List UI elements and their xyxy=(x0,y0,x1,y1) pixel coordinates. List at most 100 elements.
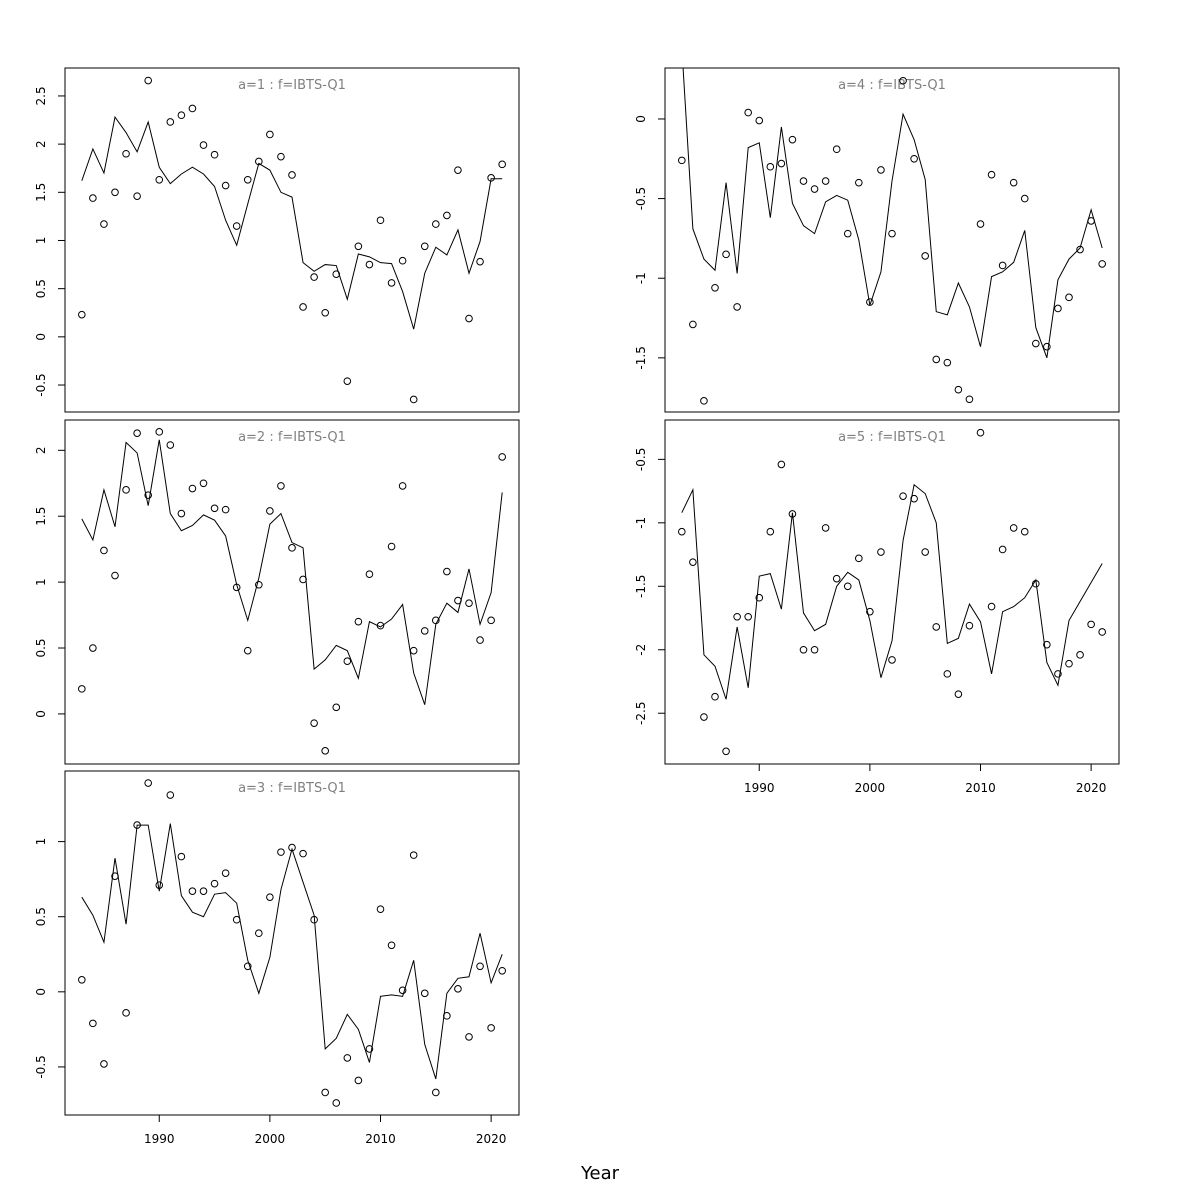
fitted-line xyxy=(81,439,503,705)
observed-point xyxy=(409,851,418,859)
observed-point xyxy=(89,644,97,652)
y-tick-label: 0.5 xyxy=(34,907,48,926)
observed-point xyxy=(277,482,285,490)
observed-point xyxy=(1076,651,1084,659)
observed-point xyxy=(266,507,274,515)
observed-point xyxy=(387,279,396,287)
observed-point xyxy=(255,929,263,938)
observed-point xyxy=(877,166,885,174)
observed-point xyxy=(78,685,86,693)
observed-point xyxy=(133,429,141,437)
observed-point xyxy=(133,192,141,200)
observed-point xyxy=(299,849,307,858)
observed-point xyxy=(965,621,974,630)
observed-point xyxy=(465,1033,473,1041)
observed-point xyxy=(376,216,385,225)
observed-point xyxy=(821,177,830,185)
observed-point xyxy=(78,976,86,984)
observed-point xyxy=(888,656,896,664)
observed-point xyxy=(144,779,152,787)
observed-point xyxy=(454,166,462,174)
x-tick-label: 2020 xyxy=(476,1132,507,1146)
observed-point xyxy=(122,486,130,494)
observed-point xyxy=(343,1054,352,1062)
y-tick-label: -0.5 xyxy=(34,1055,48,1078)
observed-point xyxy=(100,220,108,228)
observed-point xyxy=(288,544,296,552)
y-tick-label: 0 xyxy=(634,115,648,123)
fitted-line xyxy=(81,823,503,1080)
observed-point xyxy=(310,719,318,727)
x-tick-label: 2020 xyxy=(1076,781,1107,795)
observed-point xyxy=(877,548,885,556)
observed-point xyxy=(910,494,918,503)
observed-point xyxy=(1054,670,1062,678)
observed-point xyxy=(777,460,786,469)
observed-point xyxy=(722,747,730,756)
observed-point xyxy=(476,636,484,644)
observed-point xyxy=(266,130,274,139)
observed-point xyxy=(221,869,230,877)
observed-point xyxy=(332,1099,341,1107)
panel-title: a=5 : f=IBTS-Q1 xyxy=(838,430,946,445)
y-tick-label: 1.5 xyxy=(34,507,48,526)
x-tick-label: 1990 xyxy=(144,1132,175,1146)
y-tick-label: 0 xyxy=(34,988,48,996)
observed-point xyxy=(722,250,730,259)
observed-point xyxy=(210,504,219,513)
observed-point xyxy=(398,986,407,995)
observed-point xyxy=(443,567,451,576)
observed-point xyxy=(343,377,352,385)
observed-point xyxy=(111,188,119,197)
observed-point xyxy=(210,150,219,159)
observed-point xyxy=(78,310,86,319)
observed-point xyxy=(1020,527,1029,536)
observed-point xyxy=(487,1024,495,1032)
observed-point xyxy=(155,881,164,889)
observed-point xyxy=(243,962,252,971)
observed-point xyxy=(700,713,708,721)
y-tick-label: 0 xyxy=(34,710,48,718)
fitted-line xyxy=(81,115,503,330)
plot-frame xyxy=(64,419,520,765)
observed-point xyxy=(243,646,252,655)
observed-point xyxy=(177,852,186,861)
observed-point xyxy=(899,76,907,85)
observed-point xyxy=(365,1045,374,1053)
observed-point xyxy=(733,612,741,621)
x-tick-label: 2010 xyxy=(965,781,996,795)
observed-point xyxy=(1065,659,1073,668)
observed-point xyxy=(810,645,819,654)
y-tick-label: 2 xyxy=(34,140,48,148)
plot-frame xyxy=(664,419,1120,765)
observed-point xyxy=(100,1060,108,1068)
y-tick-label: -0.5 xyxy=(34,373,48,396)
observed-point xyxy=(188,484,197,493)
plot-frame xyxy=(64,67,520,413)
observed-point xyxy=(188,104,197,113)
observed-point xyxy=(1098,260,1106,268)
observed-point xyxy=(199,887,208,895)
observed-point xyxy=(711,283,719,292)
observed-point xyxy=(266,893,274,901)
observed-point xyxy=(855,554,863,563)
observed-point xyxy=(843,582,852,591)
observed-point xyxy=(210,879,219,888)
observed-point xyxy=(476,962,484,971)
observed-point xyxy=(744,612,752,621)
observed-point xyxy=(678,527,686,536)
observed-point xyxy=(899,492,907,500)
observed-point xyxy=(420,989,429,998)
observed-point xyxy=(888,229,896,238)
plot-frame xyxy=(664,67,1120,413)
observed-point xyxy=(843,229,852,238)
x-tick-label: 2000 xyxy=(855,781,886,795)
observed-point xyxy=(755,116,764,125)
observed-point xyxy=(199,141,208,149)
observed-point xyxy=(1043,640,1051,649)
observed-point xyxy=(1054,304,1062,313)
observed-point xyxy=(487,616,495,625)
x-tick-label: 2000 xyxy=(255,1132,286,1146)
y-tick-label: -2 xyxy=(634,644,648,656)
